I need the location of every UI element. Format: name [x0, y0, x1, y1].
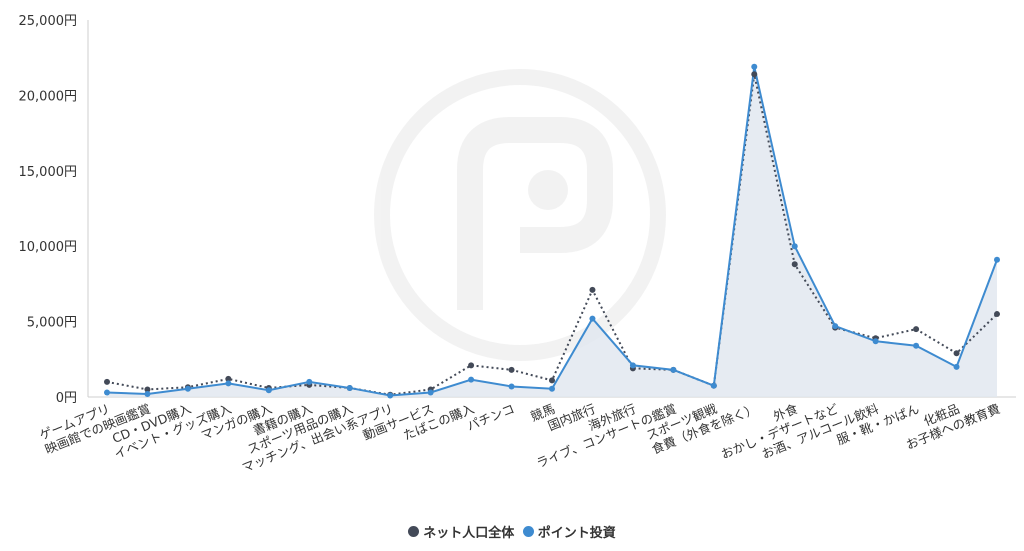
y-tick-label: 0円 — [56, 391, 77, 406]
data-point-point[interactable] — [144, 390, 151, 397]
data-point-zentai[interactable] — [144, 386, 151, 393]
legend-swatch-point — [522, 526, 534, 537]
data-point-point[interactable] — [265, 387, 272, 394]
data-point-point[interactable] — [104, 389, 110, 396]
y-tick-label: 5,000円 — [27, 316, 77, 331]
data-point-zentai[interactable] — [508, 366, 515, 373]
data-point-zentai[interactable] — [589, 286, 596, 293]
y-tick-label: 10,000円 — [19, 240, 78, 255]
legend-swatch-zentai — [408, 526, 420, 537]
data-point-point[interactable] — [589, 315, 596, 322]
data-point-zentai[interactable] — [225, 375, 232, 382]
data-point-zentai[interactable] — [468, 362, 475, 369]
data-point-zentai[interactable] — [104, 378, 110, 385]
legend-label-point: ポイント投資 — [537, 526, 616, 541]
legend-label-zentai: ネット人口全体 — [423, 526, 515, 541]
data-point-point[interactable] — [468, 376, 475, 383]
data-point-zentai[interactable] — [549, 377, 555, 384]
data-point-point[interactable] — [629, 362, 636, 369]
y-tick-label: 15,000円 — [19, 165, 78, 180]
data-point-zentai[interactable] — [791, 261, 798, 268]
data-point-zentai[interactable] — [751, 71, 758, 78]
data-point-point[interactable] — [225, 380, 232, 387]
data-point-point[interactable] — [306, 378, 313, 385]
plot-area — [104, 63, 1000, 399]
data-point-point[interactable] — [791, 243, 798, 250]
data-point-point[interactable] — [832, 323, 839, 330]
data-point-point[interactable] — [994, 256, 1000, 263]
data-point-point[interactable] — [913, 342, 920, 349]
data-point-point[interactable] — [427, 389, 434, 396]
x-axis-labels: ゲームアプリ映画館での映画鑑賞CD・DVD購入イベント・グッズ購入マンガの購入書… — [37, 401, 1002, 476]
data-point-point[interactable] — [346, 384, 353, 391]
data-point-point[interactable] — [872, 338, 879, 345]
data-point-point[interactable] — [387, 392, 394, 399]
data-point-point[interactable] — [508, 383, 515, 390]
legend: ネット人口全体 ポイント投資 — [0, 522, 1024, 541]
data-point-point[interactable] — [670, 366, 677, 373]
data-point-zentai[interactable] — [913, 326, 920, 333]
data-point-point[interactable] — [953, 363, 960, 370]
data-point-zentai[interactable] — [953, 350, 960, 357]
legend-item-point[interactable]: ポイント投資 — [522, 522, 616, 541]
watermark-logo — [374, 69, 666, 361]
legend-item-zentai[interactable]: ネット人口全体 — [408, 522, 514, 541]
y-axis-labels: 0円 5,000円 10,000円 15,000円 20,000円 25,000円 — [19, 14, 78, 406]
y-tick-label: 20,000円 — [19, 89, 78, 104]
data-point-point[interactable] — [751, 63, 758, 70]
data-point-zentai[interactable] — [994, 311, 1000, 318]
y-tick-label: 25,000円 — [19, 14, 78, 29]
area-fill-point — [107, 66, 997, 398]
data-point-point[interactable] — [549, 385, 555, 392]
data-point-point[interactable] — [184, 385, 191, 392]
data-point-point[interactable] — [710, 382, 717, 389]
